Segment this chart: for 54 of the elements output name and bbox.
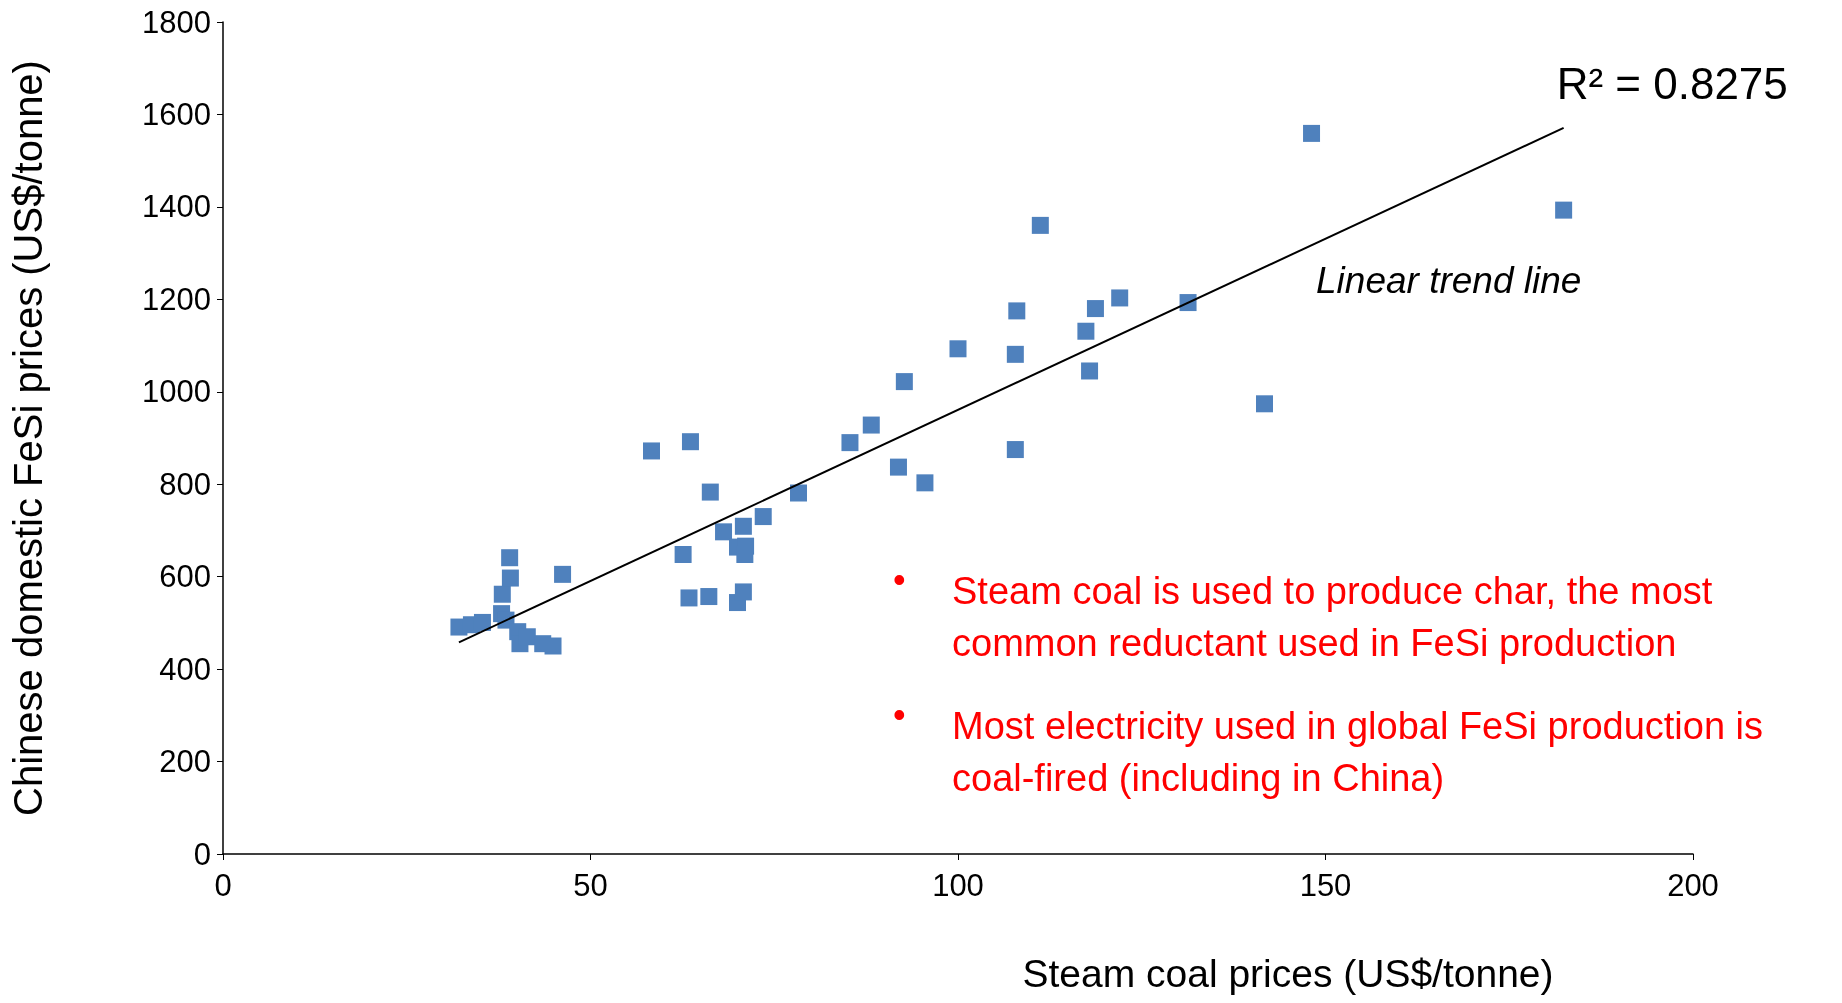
point bbox=[544, 637, 562, 655]
point bbox=[715, 523, 733, 541]
point bbox=[734, 583, 752, 601]
y-tick-label: 800 bbox=[159, 466, 211, 502]
point bbox=[1077, 322, 1095, 340]
annotation: Linear trend line bbox=[1316, 260, 1582, 301]
point bbox=[916, 474, 934, 492]
x-tick-label: 50 bbox=[573, 868, 608, 903]
y-tick-label: 0 bbox=[193, 836, 211, 872]
point bbox=[889, 458, 907, 476]
text: • Steam coal is used to produce char, the most common reductant used in FeSi production bbox=[893, 558, 1713, 664]
point bbox=[680, 589, 698, 607]
y-tick-label: 1000 bbox=[142, 374, 211, 410]
point bbox=[1111, 289, 1129, 307]
point bbox=[1006, 441, 1024, 459]
point bbox=[1255, 395, 1273, 413]
point bbox=[1303, 124, 1321, 142]
point bbox=[1031, 216, 1049, 234]
point bbox=[1006, 345, 1024, 363]
point bbox=[501, 549, 519, 567]
x-tick-label: 100 bbox=[932, 868, 984, 903]
point bbox=[700, 588, 718, 606]
point bbox=[790, 484, 808, 502]
point bbox=[1081, 362, 1099, 380]
x-axis-title: Steam coal prices (US$/tonne) bbox=[1022, 952, 1554, 995]
y-tick-label: 400 bbox=[159, 651, 211, 687]
y-tick-label: 200 bbox=[159, 744, 211, 780]
point bbox=[643, 442, 661, 460]
point bbox=[554, 565, 572, 583]
y-tick-label: 1200 bbox=[142, 281, 211, 317]
y-axis-title: Chinese domestic FeSi prices (US$/tonne) bbox=[6, 60, 50, 816]
y-tick-label: 600 bbox=[159, 559, 211, 595]
annotation: R² = 0.8275 bbox=[1556, 59, 1788, 109]
point bbox=[949, 340, 967, 358]
y-tick-label: 1800 bbox=[142, 4, 211, 40]
point bbox=[734, 517, 752, 535]
x-tick-label: 200 bbox=[1667, 868, 1719, 903]
point bbox=[1555, 201, 1573, 219]
point bbox=[862, 416, 880, 434]
point bbox=[681, 433, 699, 451]
point bbox=[674, 545, 692, 563]
x-tick-label: 150 bbox=[1299, 868, 1352, 903]
point bbox=[701, 483, 719, 501]
point bbox=[493, 585, 511, 603]
point bbox=[1008, 302, 1026, 320]
point bbox=[895, 373, 913, 391]
point bbox=[754, 508, 772, 526]
point bbox=[1086, 300, 1104, 318]
y-tick-label: 1400 bbox=[142, 189, 211, 225]
point bbox=[473, 613, 491, 631]
y-tick-label: 1600 bbox=[142, 96, 211, 132]
text: • Most electricity used in global FeSi production is coal-fired (including in China) bbox=[893, 693, 1764, 799]
point bbox=[501, 569, 519, 587]
point bbox=[841, 434, 859, 452]
